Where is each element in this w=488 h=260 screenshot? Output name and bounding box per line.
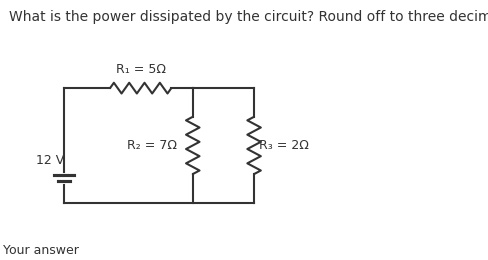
Text: R₁ = 5Ω: R₁ = 5Ω: [116, 63, 165, 76]
Text: Your answer: Your answer: [3, 244, 79, 257]
Text: R₃ = 2Ω: R₃ = 2Ω: [258, 139, 308, 152]
Text: What is the power dissipated by the circuit? Round off to three decimal places.: What is the power dissipated by the circ…: [9, 10, 488, 24]
Text: 12 V: 12 V: [36, 154, 64, 167]
Text: R₂ = 7Ω: R₂ = 7Ω: [127, 139, 177, 152]
